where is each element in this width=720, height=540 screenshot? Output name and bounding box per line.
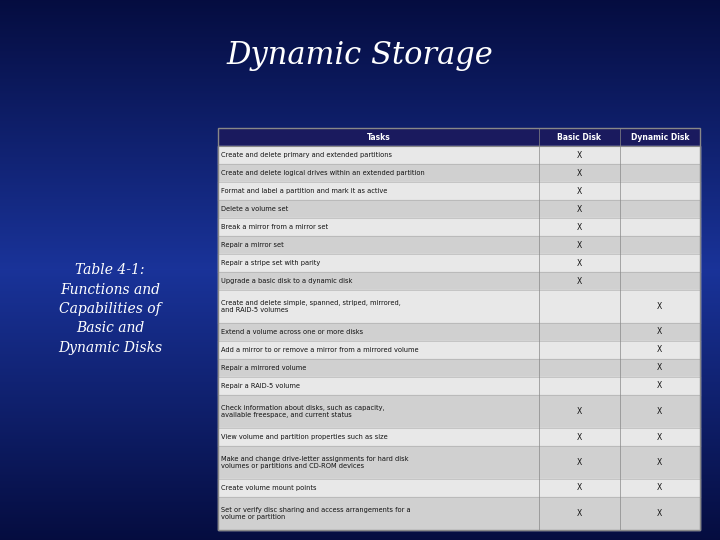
Text: X: X (577, 407, 582, 416)
Text: X: X (577, 205, 582, 213)
Text: X: X (657, 509, 662, 518)
Text: X: X (657, 302, 662, 311)
Text: X: X (577, 259, 582, 267)
Text: X: X (577, 483, 582, 492)
Text: X: X (657, 381, 662, 390)
Text: X: X (577, 186, 582, 195)
Text: X: X (577, 240, 582, 249)
Text: Add a mirror to or remove a mirror from a mirrored volume: Add a mirror to or remove a mirror from … (221, 347, 418, 353)
Bar (218, 359, 700, 377)
Text: Create volume mount points: Create volume mount points (221, 485, 317, 491)
Bar (218, 323, 700, 341)
Text: Table 4-1:
Functions and
Capabilities of
Basic and
Dynamic Disks: Table 4-1: Functions and Capabilities of… (58, 263, 162, 355)
Text: X: X (657, 458, 662, 467)
Bar (218, 497, 700, 530)
Text: Extend a volume across one or more disks: Extend a volume across one or more disks (221, 329, 363, 335)
Text: Delete a volume set: Delete a volume set (221, 206, 288, 212)
Bar (218, 146, 700, 164)
Text: Create and delete logical drives within an extended partition: Create and delete logical drives within … (221, 170, 425, 176)
Text: X: X (657, 327, 662, 336)
Bar (218, 254, 700, 272)
Bar (218, 377, 700, 395)
Text: Upgrade a basic disk to a dynamic disk: Upgrade a basic disk to a dynamic disk (221, 278, 352, 284)
Bar (218, 428, 700, 446)
Text: Basic Disk: Basic Disk (557, 132, 601, 141)
Text: X: X (577, 433, 582, 442)
Bar (218, 128, 700, 146)
Text: X: X (657, 433, 662, 442)
Text: X: X (577, 276, 582, 286)
Text: X: X (577, 222, 582, 232)
Text: Set or verify disc sharing and access arrangements for a
volume or partition: Set or verify disc sharing and access ar… (221, 507, 410, 520)
Text: X: X (577, 509, 582, 518)
Text: Make and change drive-letter assignments for hard disk
volumes or partitions and: Make and change drive-letter assignments… (221, 456, 408, 469)
Bar (218, 341, 700, 359)
Text: Repair a mirrored volume: Repair a mirrored volume (221, 365, 307, 371)
Bar (218, 272, 700, 290)
Text: Check information about disks, such as capacity,
available freespace, and curren: Check information about disks, such as c… (221, 405, 384, 418)
Bar (218, 128, 700, 530)
Bar (218, 164, 700, 182)
Text: X: X (577, 168, 582, 178)
Bar (218, 218, 700, 236)
Text: Dynamic Storage: Dynamic Storage (227, 40, 493, 71)
Bar (218, 200, 700, 218)
Bar (218, 446, 700, 479)
Text: Format and label a partition and mark it as active: Format and label a partition and mark it… (221, 188, 387, 194)
Bar (218, 395, 700, 428)
Text: Create and delete simple, spanned, striped, mirrored,
and RAID-5 volumes: Create and delete simple, spanned, strip… (221, 300, 401, 313)
Text: Tasks: Tasks (366, 132, 390, 141)
Bar (218, 479, 700, 497)
Text: Break a mirror from a mirror set: Break a mirror from a mirror set (221, 224, 328, 230)
Text: Repair a stripe set with parity: Repair a stripe set with parity (221, 260, 320, 266)
Text: View volume and partition properties such as size: View volume and partition properties suc… (221, 434, 388, 440)
Bar (218, 290, 700, 323)
Text: X: X (657, 483, 662, 492)
Text: X: X (577, 458, 582, 467)
Text: X: X (577, 151, 582, 159)
Text: X: X (657, 346, 662, 354)
Text: Create and delete primary and extended partitions: Create and delete primary and extended p… (221, 152, 392, 158)
Bar (218, 236, 700, 254)
Bar (218, 182, 700, 200)
Text: Repair a RAID-5 volume: Repair a RAID-5 volume (221, 383, 300, 389)
Text: X: X (657, 363, 662, 373)
Text: Repair a mirror set: Repair a mirror set (221, 242, 284, 248)
Text: X: X (657, 407, 662, 416)
Text: Dynamic Disk: Dynamic Disk (631, 132, 689, 141)
